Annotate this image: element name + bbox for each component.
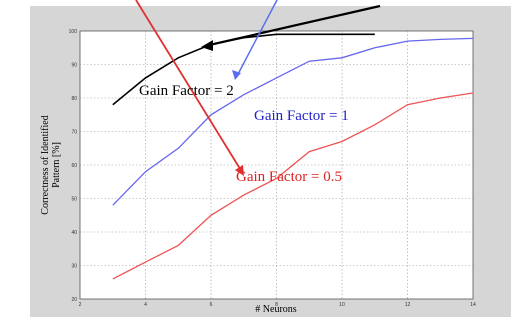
annotation-gain-0-5: Gain Factor = 0.5 [236,169,342,185]
annotation-gain-2: Gain Factor = 2 [139,83,234,99]
y-tick-label: 30 [71,264,77,270]
x-tick-label: 6 [210,302,213,308]
y-axis-title-line-2: Pattern [%] [51,142,62,188]
y-tick-label: 40 [71,230,77,236]
y-tick-label: 50 [71,197,77,203]
y-tick-label: 80 [71,96,77,102]
y-axis-title-line-1: Correctness of Identified [40,115,51,214]
black-annotation-arrow [204,4,381,48]
annotation-gain-1: Gain Factor = 1 [254,108,349,124]
x-axis-title: # Neurons [255,304,296,315]
x-tick-label: 2 [79,302,82,308]
series-line-1 [112,37,474,206]
y-tick-label: 20 [71,297,77,303]
y-tick-label: 100 [69,29,78,35]
y-axis-title: Correctness of Identified Pattern [%] [40,115,62,214]
y-tick-label: 60 [71,163,77,169]
x-tick-label: 12 [405,302,411,308]
x-tick-label: 10 [339,302,345,308]
x-tick-label: 4 [144,302,147,308]
x-tick-label: 14 [470,302,476,308]
black-arrowhead [201,40,213,51]
red-annotation-arrow [135,0,243,173]
grid [80,31,473,299]
axis-ticks: 2 4 6 8 10 12 14 20 30 40 50 60 70 80 90 100 [69,29,476,308]
y-tick-label: 70 [71,130,77,136]
x-tick-label: 8 [275,302,278,308]
blue-arrowhead [232,70,241,80]
y-tick-label: 90 [71,63,77,69]
red-arrowhead [235,165,244,176]
blue-annotation-arrow [236,0,278,77]
annotation-arrows [135,0,381,176]
series-line-2 [112,92,474,280]
